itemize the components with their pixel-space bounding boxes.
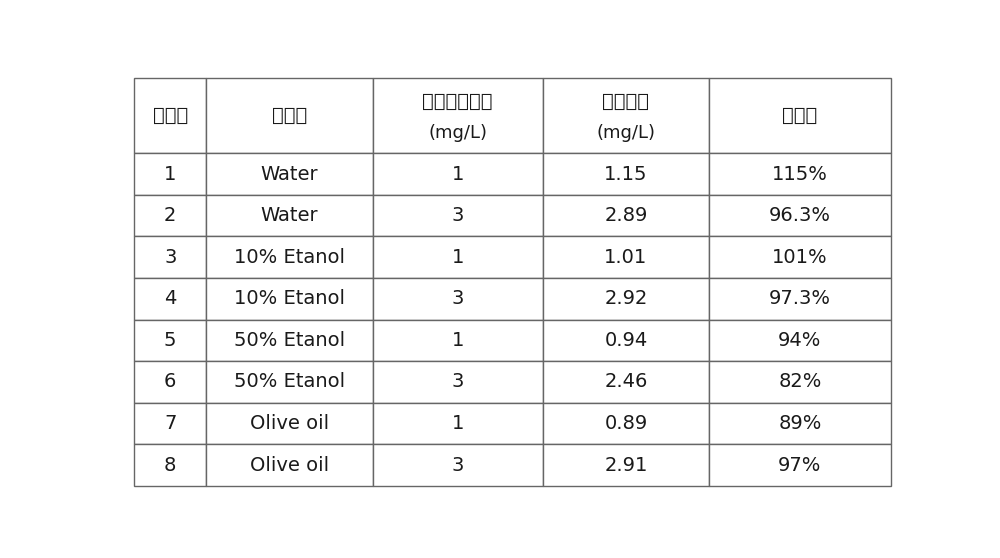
Text: 82%: 82% [778,372,822,391]
Bar [206,403,373,444]
Text: 2: 2 [164,206,176,225]
Bar [373,153,543,195]
Text: 3: 3 [164,248,176,267]
Text: (mg/L): (mg/L) [428,124,487,142]
Text: 2.89: 2.89 [604,206,648,225]
Bar [373,403,543,444]
Text: 1: 1 [451,165,464,184]
Bar [206,320,373,361]
Text: 10% Etanol: 10% Etanol [234,289,345,308]
Bar [709,237,891,278]
Text: 2.92: 2.92 [604,289,648,308]
Bar [134,237,206,278]
Text: 89%: 89% [778,414,822,433]
Bar [543,403,709,444]
Text: 0.94: 0.94 [604,331,648,350]
Text: 4: 4 [164,289,176,308]
Bar [134,195,206,237]
Text: 3: 3 [451,206,464,225]
Text: 3: 3 [451,455,464,475]
Bar [373,361,543,403]
Text: 3: 3 [451,372,464,391]
Bar [373,320,543,361]
Bar [373,195,543,237]
Bar [134,278,206,320]
Text: 2.91: 2.91 [604,455,648,475]
Text: Water: Water [261,165,318,184]
Bar [709,153,891,195]
Bar [373,444,543,486]
Bar [206,195,373,237]
Text: 1: 1 [451,331,464,350]
Bar [134,320,206,361]
Text: 8: 8 [164,455,176,475]
Bar [709,278,891,320]
Bar [206,153,373,195]
Text: Olive oil: Olive oil [250,455,329,475]
Bar [206,361,373,403]
Text: 1: 1 [451,248,464,267]
Bar [543,320,709,361]
Bar [134,403,206,444]
Bar [373,78,543,153]
Bar [709,195,891,237]
Bar [543,444,709,486]
Text: 2.46: 2.46 [604,372,648,391]
Text: 6: 6 [164,372,176,391]
Text: 模拟物: 模拟物 [272,106,307,125]
Text: 96.3%: 96.3% [769,206,831,225]
Bar [134,361,206,403]
Bar [134,444,206,486]
Bar [206,237,373,278]
Bar [134,78,206,153]
Text: 101%: 101% [772,248,828,267]
Bar [709,361,891,403]
Text: 10% Etanol: 10% Etanol [234,248,345,267]
Bar [206,444,373,486]
Text: 1.01: 1.01 [604,248,648,267]
Text: 测试结果: 测试结果 [602,93,649,112]
Text: 115%: 115% [772,165,828,184]
Text: 7: 7 [164,414,176,433]
Text: 97.3%: 97.3% [769,289,831,308]
Text: 样品号: 样品号 [153,106,188,125]
Text: Water: Water [261,206,318,225]
Bar [543,78,709,153]
Text: Olive oil: Olive oil [250,414,329,433]
Text: 0.89: 0.89 [604,414,648,433]
Text: 1: 1 [164,165,176,184]
Bar [206,278,373,320]
Text: 1: 1 [451,414,464,433]
Bar [709,403,891,444]
Text: 回收率: 回收率 [782,106,818,125]
Bar [543,237,709,278]
Bar [709,320,891,361]
Bar [709,444,891,486]
Bar [543,278,709,320]
Text: 50% Etanol: 50% Etanol [234,372,345,391]
Bar [206,78,373,153]
Text: (mg/L): (mg/L) [596,124,655,142]
Text: 5: 5 [164,331,176,350]
Text: 1.15: 1.15 [604,165,648,184]
Text: 加标理论含量: 加标理论含量 [422,93,493,112]
Text: 94%: 94% [778,331,822,350]
Text: 3: 3 [451,289,464,308]
Bar [373,278,543,320]
Bar [543,195,709,237]
Bar [543,361,709,403]
Bar [709,78,891,153]
Text: 97%: 97% [778,455,822,475]
Bar [373,237,543,278]
Bar [134,153,206,195]
Bar [543,153,709,195]
Text: 50% Etanol: 50% Etanol [234,331,345,350]
